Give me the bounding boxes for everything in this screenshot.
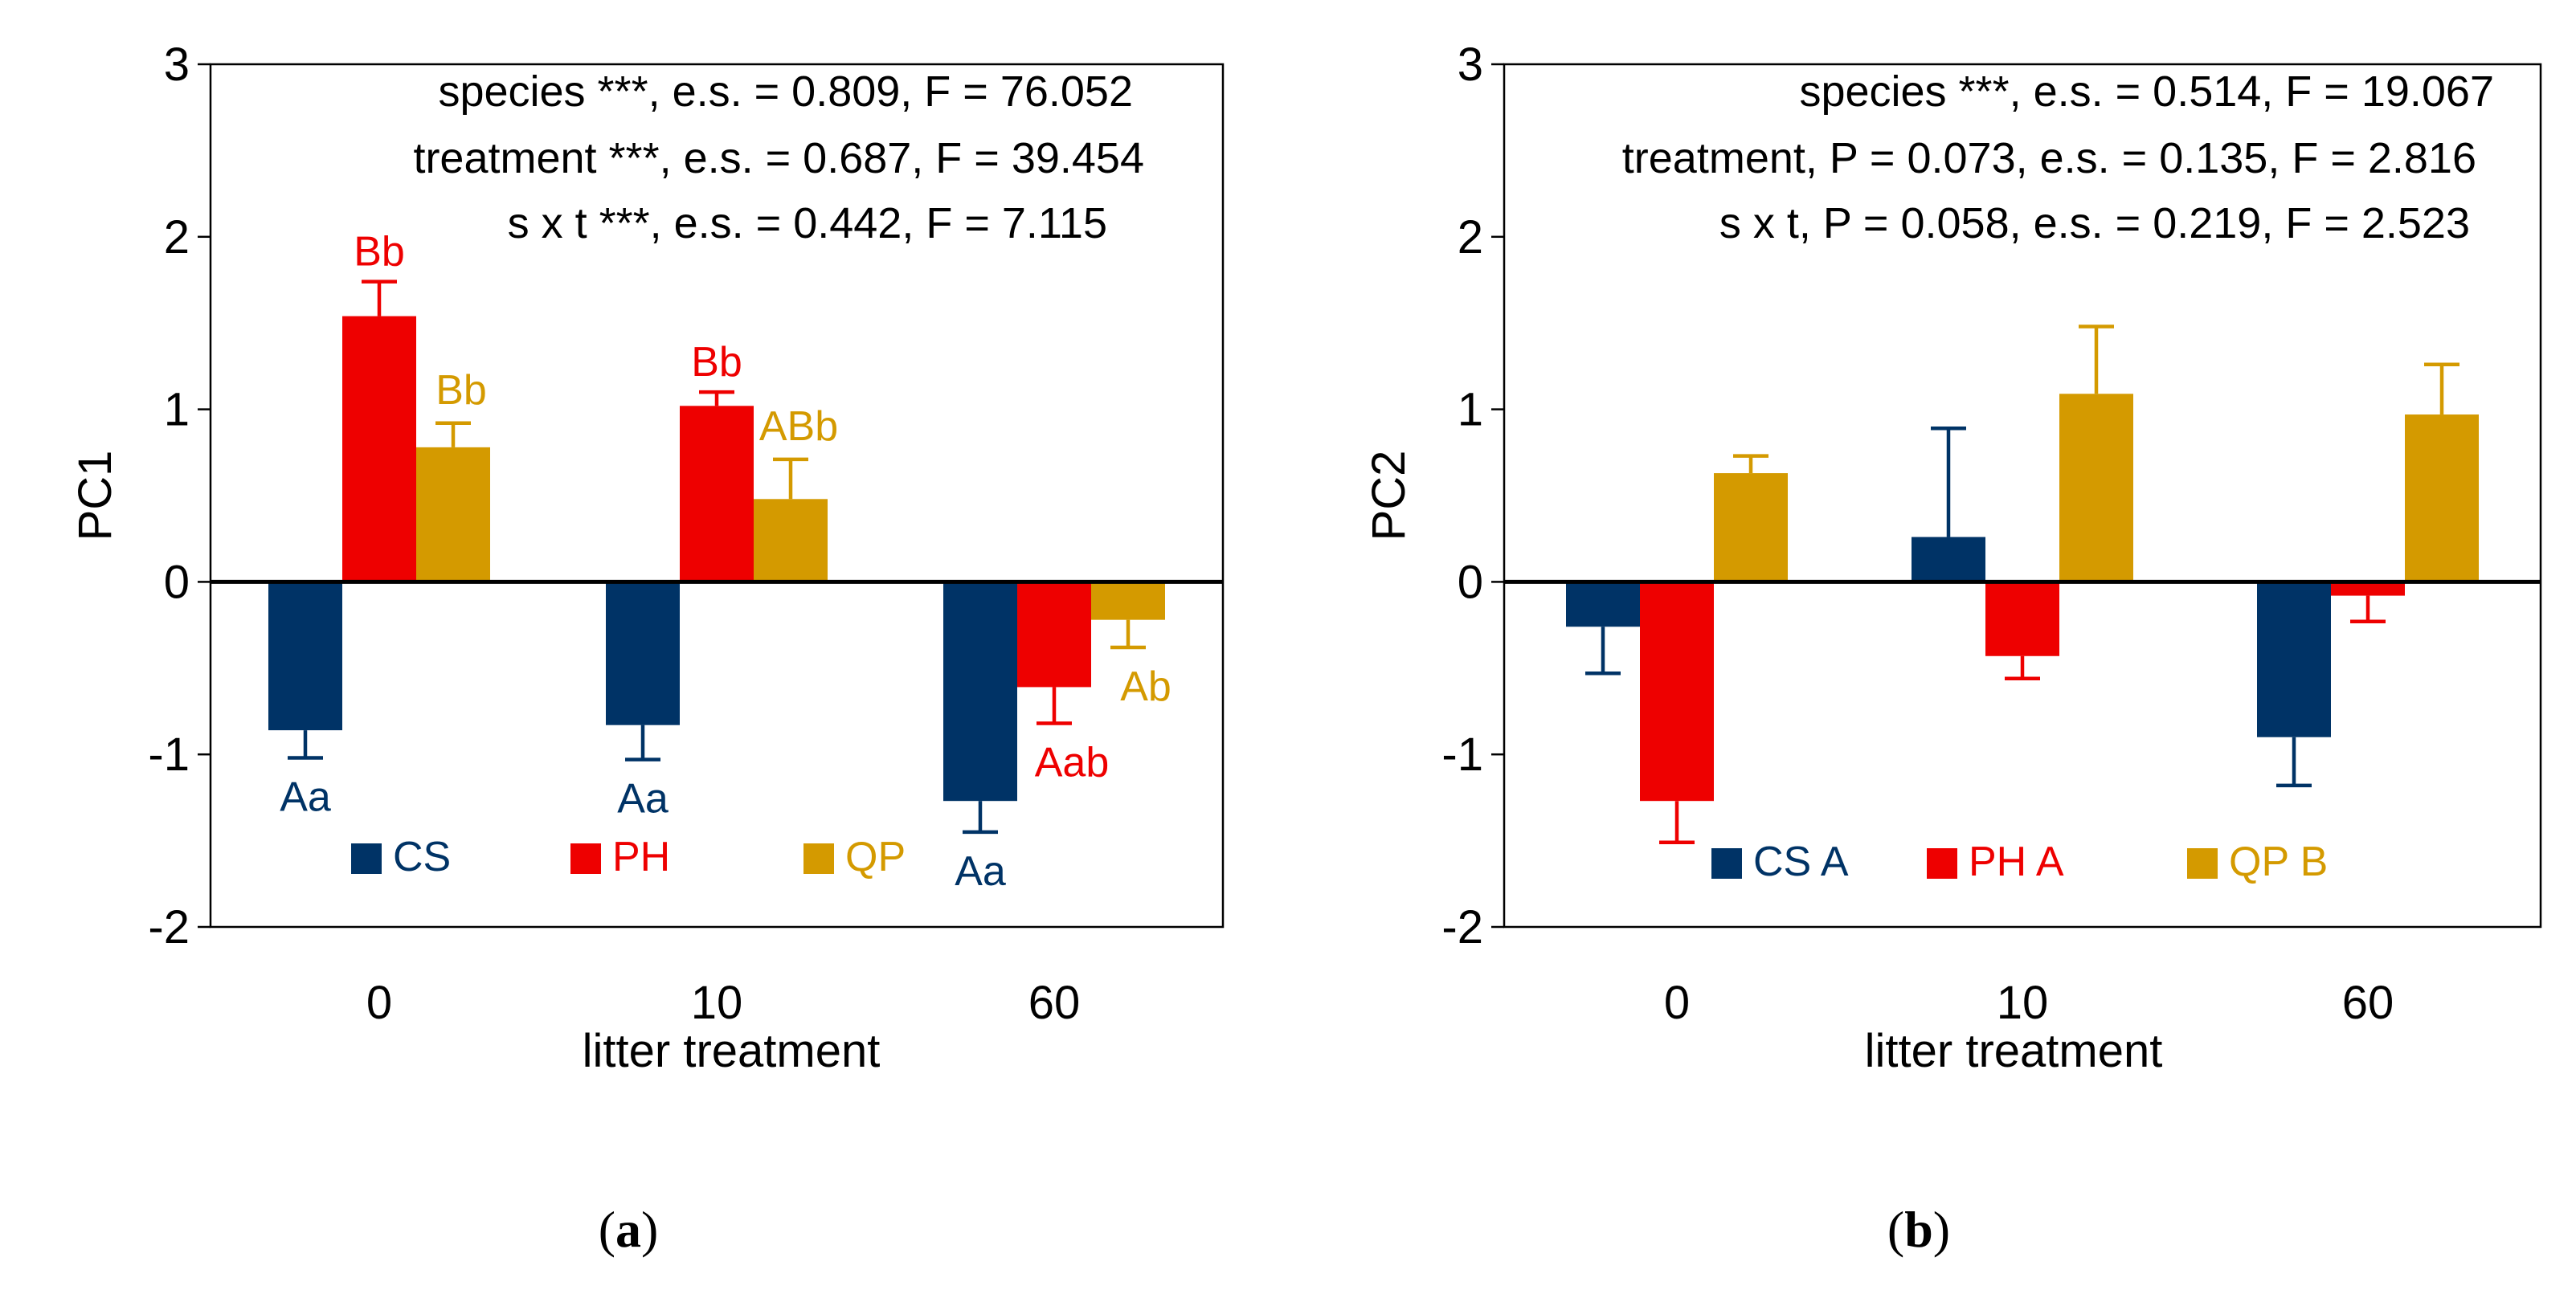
y-tick-label: -2 [148,901,190,953]
panel-label-close: ) [641,1201,658,1258]
bar-ph [1017,582,1091,688]
bar-ph [680,406,754,582]
y-tick-label: 1 [1458,384,1483,436]
panel-label-letter: a [615,1201,641,1258]
legend-label-ph: PH [612,834,670,880]
plot-area [1503,63,2542,929]
y-tick-label: 3 [1458,39,1483,91]
stats-annotation: species ***, e.s. = 0.514, F = 19.067 [1799,67,2494,116]
bar-cs [606,582,680,725]
panel-label: (a) [599,1201,659,1258]
bar-cs [1912,537,1985,582]
bar-qp [1091,582,1165,620]
legend-swatch-ph [1927,848,1957,879]
stats-annotation: species ***, e.s. = 0.809, F = 76.052 [438,67,1133,116]
legend-swatch-ph [570,843,601,874]
panel-label-close: ) [1933,1201,1950,1258]
bar-ph [1985,582,2059,656]
significance-label: Aa [617,776,669,823]
legend-label-qp: QP B [2229,839,2328,885]
y-axis-label: PC2 [1363,451,1415,541]
y-tick-label: 0 [1458,556,1483,608]
bar-ph [342,316,416,582]
legend-label-ph: PH A [1969,839,2064,885]
legend-swatch-qp [2187,848,2218,879]
y-tick-label: -2 [1441,901,1483,953]
y-axis-label: PC1 [69,451,121,541]
bar-ph [1640,582,1714,802]
legend-swatch-cs [1711,848,1742,879]
panel-label-letter: b [1904,1201,1933,1258]
bar-cs [943,582,1017,802]
panel-label-open: ( [599,1201,615,1258]
legend-label-cs: CS [393,834,451,880]
stats-annotation: s x t, P = 0.058, e.s. = 0.219, F = 2.52… [1719,199,2470,247]
panel-b: -2 -1 0 1 2 3 PC2 species ***, e.s. = 0.514, F … [1363,39,2542,1258]
x-axis-label: litter treatment [583,1025,881,1077]
significance-label: Bb [354,229,405,276]
panel-a: -2 -1 0 1 2 3 PC1 species ***, e.s. = 0.809, F … [69,39,1225,1258]
significance-label: ABb [759,403,838,450]
x-tick-label: 0 [1664,977,1690,1029]
significance-label: Aa [280,774,331,820]
bar-qp [754,499,828,582]
bar-qp [416,447,490,582]
x-tick-label: 60 [1028,977,1081,1029]
y-tick-label: 3 [164,39,190,91]
y-tick-label: 2 [1458,211,1483,263]
legend-swatch-cs [351,843,382,874]
legend-label-cs: CS A [1753,839,1849,885]
bar-cs [268,582,342,731]
x-axis-label: litter treatment [1865,1025,2163,1077]
significance-label: Bb [435,367,487,414]
legend-swatch-qp [803,843,834,874]
bar-qp [2059,394,2133,582]
x-tick-label: 10 [691,977,743,1029]
stats-annotation: s x t ***, e.s. = 0.442, F = 7.115 [508,199,1107,247]
y-tick-label: -1 [1441,729,1483,781]
significance-label: Bb [691,339,742,386]
significance-label: Aa [955,848,1006,895]
y-tick-label: 2 [164,211,190,263]
significance-label: Ab [1120,663,1171,710]
x-tick-label: 0 [366,977,392,1029]
y-tick-label: -1 [148,729,190,781]
y-tick-label: 0 [164,556,190,608]
stats-annotation: treatment, P = 0.073, e.s. = 0.135, F = … [1622,134,2476,182]
panel-label-open: ( [1887,1201,1904,1258]
bar-qp [1714,473,1788,582]
plot-area [209,63,1225,929]
significance-label: Aab [1035,740,1110,786]
x-tick-label: 10 [1997,977,2049,1029]
legend-label-qp: QP [845,834,906,880]
bar-ph [2331,582,2405,596]
stats-annotation: treatment ***, e.s. = 0.687, F = 39.454 [413,134,1144,182]
panel-label: (b) [1887,1201,1950,1258]
bar-qp [2405,414,2479,582]
x-tick-label: 60 [2342,977,2394,1029]
bar-cs [1566,582,1640,627]
y-tick-label: 1 [164,384,190,436]
bar-cs [2257,582,2331,737]
